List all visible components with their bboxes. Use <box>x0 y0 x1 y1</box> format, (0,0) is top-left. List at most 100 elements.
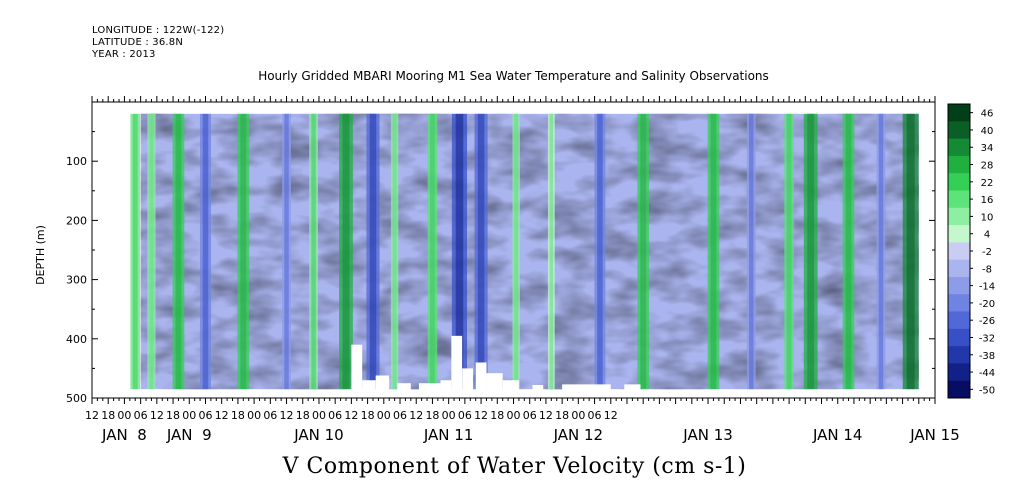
missing-data-region <box>624 384 641 391</box>
velocity-band-core <box>149 113 154 390</box>
colorbar-swatch <box>948 173 970 191</box>
y-tick-label: 500 <box>66 392 87 405</box>
velocity-band-core <box>906 113 915 390</box>
x-hour-tick-label: 06 <box>523 409 537 422</box>
heatmap-field <box>130 113 919 391</box>
colorbar-swatch <box>948 121 970 140</box>
x-axis-label: V Component of Water Velocity (cm s-1) <box>282 454 747 479</box>
missing-data-region <box>375 375 390 391</box>
missing-data-region <box>486 373 503 391</box>
x-day-tick-label: JAN 11 <box>423 426 474 444</box>
missing-data-region <box>440 380 452 391</box>
x-hour-tick-label: 12 <box>215 409 229 422</box>
velocity-band-core <box>392 113 397 390</box>
x-hour-tick-label: 18 <box>555 409 569 422</box>
x-day-tick-label: JAN 10 <box>293 426 344 444</box>
colorbar-swatch <box>948 104 970 122</box>
x-hour-tick-label: 00 <box>247 409 261 422</box>
colorbar-tick-label: 4 <box>984 230 990 241</box>
velocity-band-core <box>132 113 138 390</box>
colorbar-swatch <box>948 242 970 261</box>
colorbar-tick-label: -14 <box>979 282 995 293</box>
colorbar-swatch <box>948 363 970 382</box>
colorbar-tick-label: -20 <box>979 299 995 310</box>
x-hour-tick-label: 12 <box>150 409 164 422</box>
velocity-band-core <box>786 113 792 390</box>
colorbar-tick-label: -50 <box>979 385 995 396</box>
latitude-label: LATITUDE : 36.8N <box>92 37 184 48</box>
x-hour-tick-label: 06 <box>263 409 277 422</box>
x-day-tick-label: JAN 15 <box>909 426 960 444</box>
x-hour-tick-label: 06 <box>198 409 212 422</box>
colorbar-tick-label: 10 <box>981 212 994 223</box>
colorbar: 46 40 34 28 22 16 10 4 -2 -8 -14 -20 -26 -32 -38 -44 -50 <box>947 103 995 399</box>
x-hour-tick-label: 18 <box>296 409 310 422</box>
velocity-band-core <box>477 113 485 390</box>
missing-data-region <box>351 344 363 391</box>
x-hour-tick-label: 12 <box>85 409 99 422</box>
velocity-band-core <box>342 113 350 390</box>
velocity-band-core <box>175 113 182 390</box>
x-hour-tick-label: 00 <box>182 409 196 422</box>
x-hour-tick-label: 00 <box>312 409 326 422</box>
colorbar-tick-label: 34 <box>981 143 994 154</box>
x-hour-tick-label: 06 <box>393 409 407 422</box>
missing-data-region <box>562 384 611 391</box>
x-hour-tick-label: 12 <box>280 409 294 422</box>
colorbar-swatch <box>948 380 970 399</box>
colorbar-tick-label: -44 <box>979 368 995 379</box>
velocity-band-core <box>455 113 464 390</box>
y-tick-label: 100 <box>66 155 87 168</box>
missing-data-region <box>475 362 487 391</box>
colorbar-tick-label: -8 <box>982 264 992 275</box>
colorbar-swatch <box>948 276 970 295</box>
x-hour-tick-label: 18 <box>166 409 180 422</box>
chart-title: Hourly Gridded MBARI Mooring M1 Sea Wate… <box>258 69 769 83</box>
y-tick-label: 400 <box>66 333 87 346</box>
x-hour-tick-label: 06 <box>134 409 148 422</box>
velocity-band-core <box>284 113 289 390</box>
velocity-band-core <box>430 113 435 390</box>
velocity-band-core <box>878 113 884 390</box>
colorbar-tick-label: 28 <box>981 161 994 172</box>
x-hour-tick-label: 00 <box>442 409 456 422</box>
colorbar-tick-label: 40 <box>981 126 994 137</box>
x-hour-tick-label: 06 <box>458 409 472 422</box>
x-hour-tick-label: 12 <box>344 409 358 422</box>
colorbar-swatch <box>948 311 970 330</box>
x-hour-tick-label: 00 <box>377 409 391 422</box>
x-hour-tick-label: 06 <box>328 409 342 422</box>
colorbar-swatch <box>948 190 970 209</box>
colorbar-tick-label: 16 <box>981 195 994 206</box>
x-day-tick-label: JAN 12 <box>553 426 604 444</box>
x-hour-tick-label: 18 <box>361 409 375 422</box>
velocity-band-core <box>514 113 519 390</box>
colorbar-swatch <box>948 207 970 226</box>
velocity-band-core <box>845 113 852 390</box>
x-day-tick-label: JAN 13 <box>682 426 733 444</box>
colorbar-tick-label: -38 <box>979 351 995 362</box>
velocity-band-core <box>549 113 554 390</box>
velocity-band-core <box>710 113 717 390</box>
x-hour-tick-label: 18 <box>101 409 115 422</box>
velocity-band-core <box>749 113 754 390</box>
colorbar-swatch <box>948 225 970 243</box>
missing-data-region <box>397 383 411 391</box>
colorbar-swatch <box>948 138 970 157</box>
missing-data-region <box>502 380 519 391</box>
x-hour-tick-label: 00 <box>571 409 585 422</box>
velocity-band-core <box>202 113 209 390</box>
x-day-tick-label: JAN 9 <box>166 426 212 444</box>
year-label: YEAR : 2013 <box>92 49 156 60</box>
y-tick-label: 300 <box>66 274 87 287</box>
x-hour-tick-label: 18 <box>231 409 245 422</box>
x-hour-tick-label: 12 <box>409 409 423 422</box>
x-day-tick-label: JAN 8 <box>101 426 147 444</box>
x-hour-tick-label: 12 <box>539 409 553 422</box>
colorbar-swatch <box>948 155 970 174</box>
velocity-band-core <box>807 113 815 390</box>
velocity-band-core <box>240 113 247 390</box>
colorbar-tick-label: -26 <box>979 316 995 327</box>
colorbar-tick-label: -2 <box>982 247 992 258</box>
